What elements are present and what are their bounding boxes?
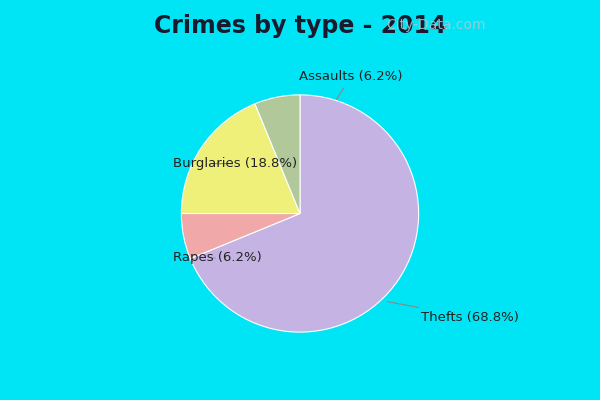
Text: Rapes (6.2%): Rapes (6.2%): [173, 252, 262, 264]
Text: Burglaries (18.8%): Burglaries (18.8%): [173, 157, 298, 170]
Wedge shape: [181, 104, 300, 214]
Wedge shape: [181, 214, 300, 258]
Wedge shape: [190, 95, 419, 332]
Text: Thefts (68.8%): Thefts (68.8%): [388, 302, 519, 324]
Wedge shape: [255, 95, 300, 214]
Text: City-Data.com: City-Data.com: [386, 18, 485, 32]
Text: Crimes by type - 2014: Crimes by type - 2014: [154, 14, 446, 38]
Text: Assaults (6.2%): Assaults (6.2%): [299, 70, 403, 99]
